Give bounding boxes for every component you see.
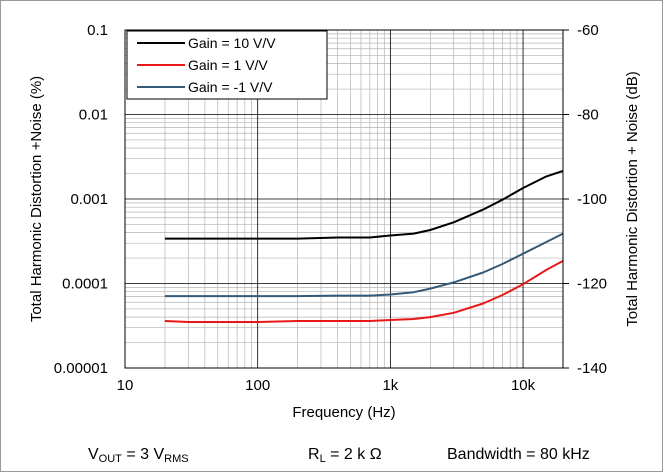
y-tick-label: 0.0001 (62, 276, 108, 293)
y-tick-label: 0.00001 (54, 360, 108, 377)
legend: Gain = 10 V/V Gain = 1 V/V Gain = -1 V/V (126, 30, 328, 100)
x-tick-label: 10 (117, 377, 134, 394)
test-conditions: VOUT = 3 VRMS RL = 2 k Ω Bandwidth = 80 … (0, 444, 663, 470)
bandwidth-condition: Bandwidth = 80 kHz (447, 446, 590, 463)
x-axis-title: Frequency (Hz) (292, 404, 395, 421)
series-lines (164, 169, 564, 323)
rl-value: = 2 k (325, 446, 366, 463)
x-tick-label: 10k (511, 377, 536, 394)
legend-label-2: Gain = 1 V/V (188, 57, 268, 73)
series-line-1 (164, 169, 564, 240)
y-tick-label: 0.001 (70, 191, 108, 208)
vout-symbol: V (88, 446, 99, 463)
y2-tick-label: -140 (577, 360, 607, 377)
rl-condition: RL = 2 k Ω (308, 446, 382, 465)
x-tick-label: 1k (382, 377, 398, 394)
tick-labels: 10 100 1k 10k 0.00001 0.0001 0.001 0.01 0.1 -140 -… (54, 22, 607, 394)
rl-subscript: L (319, 453, 326, 465)
y-tick-label: 0.01 (79, 107, 108, 124)
legend-label-3: Gain = -1 V/V (188, 79, 273, 95)
y-axis-title: Total Harmonic Distortion +Noise (%) (28, 76, 45, 322)
vout-subscript: OUT (98, 453, 122, 465)
series-line-3 (164, 232, 564, 298)
y2-tick-label: -120 (577, 276, 607, 293)
series-line-2 (164, 260, 564, 323)
thd-chart: 10 100 1k 10k 0.00001 0.0001 0.001 0.01 0.1 -140 -… (28, 22, 641, 421)
y2-tick-label: -100 (577, 191, 607, 208)
x-tick-label: 100 (245, 377, 270, 394)
vout-condition: VOUT = 3 VRMS (88, 446, 189, 465)
legend-label-1: Gain = 10 V/V (188, 35, 276, 51)
vout-unit-subscript: RMS (164, 453, 189, 465)
y2-axis-title: Total Harmonic Distortion + Noise (dB) (624, 71, 641, 327)
rl-symbol: R (308, 446, 320, 463)
vout-value: = 3 V (121, 446, 165, 463)
y-tick-label: 0.1 (87, 22, 108, 39)
rl-unit: Ω (369, 446, 382, 463)
y2-tick-label: -60 (577, 22, 599, 39)
y2-tick-label: -80 (577, 107, 599, 124)
